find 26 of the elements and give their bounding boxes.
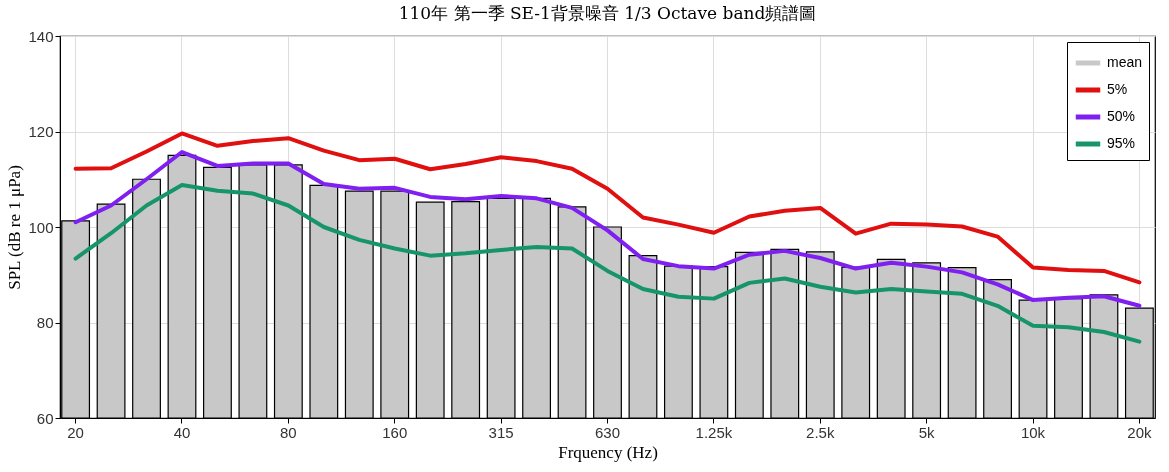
x-tick-label: 315 (488, 423, 514, 441)
legend-label: 95% (1107, 135, 1136, 151)
x-tick-label: 160 (382, 423, 408, 441)
legend-label: 5% (1107, 81, 1128, 97)
y-tick-label: 60 (36, 409, 54, 427)
line-series (73, 182, 1142, 344)
x-tick-label: 2.5k (806, 423, 835, 441)
x-tick-label: 10k (1020, 423, 1046, 441)
x-axis-title: Frquency (Hz) (558, 442, 658, 462)
y-axis-title: SPL (dB re 1 μPa) (5, 165, 25, 290)
legend-label: mean (1107, 54, 1143, 70)
y-tick-label: 140 (28, 27, 54, 45)
x-tick-label: 1.25k (695, 423, 733, 441)
y-tick-label: 120 (28, 123, 54, 140)
y-tick-label: 80 (36, 314, 54, 331)
chart-title: 110年 第一季 SE-1背景噪音 1/3 Octave band頻譜圖 (398, 3, 817, 23)
line-series (73, 150, 1142, 308)
y-tick-label: 100 (28, 218, 54, 236)
x-tick-label: 5k (918, 423, 936, 441)
legend-label: 50% (1107, 108, 1136, 124)
line-series (73, 131, 1142, 285)
x-tick-label: 40 (173, 423, 191, 441)
x-tick-label: 20 (67, 423, 84, 441)
x-tick-label: 80 (280, 423, 297, 441)
x-tick-label: 20k (1127, 423, 1152, 441)
x-tick-label: 630 (594, 423, 621, 441)
